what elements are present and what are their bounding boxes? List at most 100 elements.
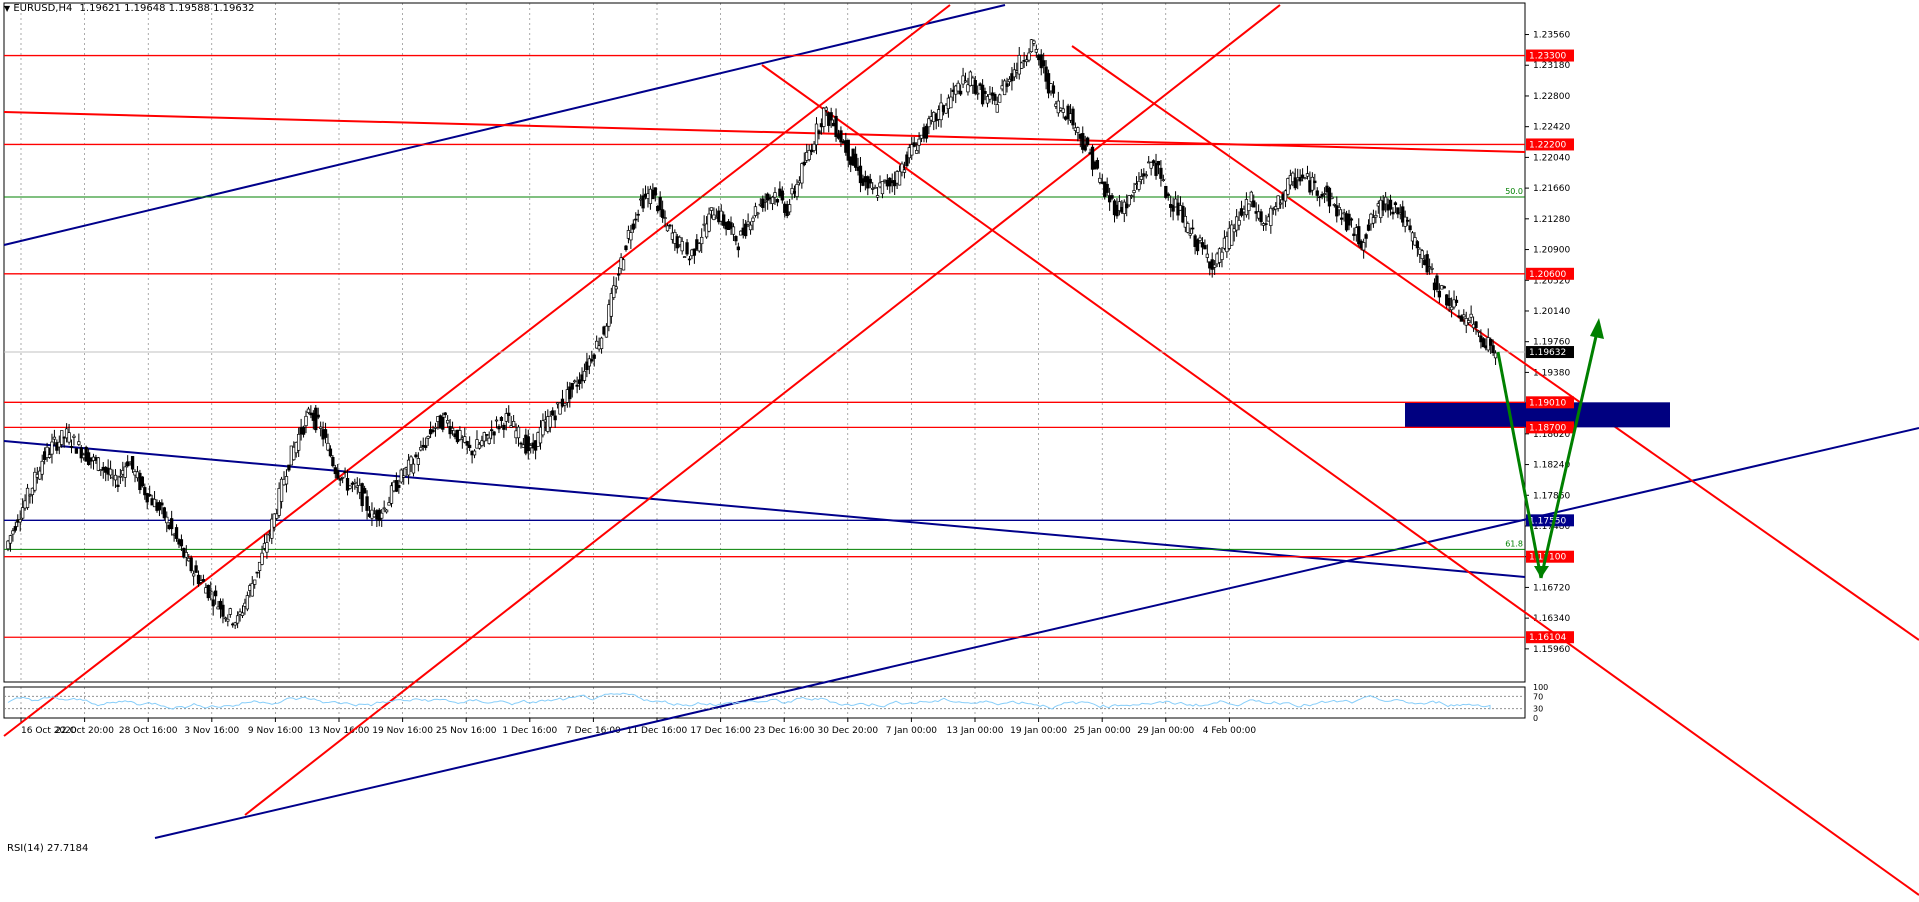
bull-candle bbox=[787, 204, 792, 213]
bull-candle bbox=[595, 340, 599, 349]
bull-candle bbox=[873, 186, 877, 189]
red-trendline-top-falling[interactable] bbox=[3, 111, 1526, 153]
bear-candle bbox=[507, 412, 511, 416]
bull-candle bbox=[1076, 127, 1080, 133]
symbol-name: EURUSD,H4 bbox=[13, 3, 73, 14]
bear-candle bbox=[736, 246, 740, 251]
bull-candle bbox=[67, 432, 71, 443]
bull-candle bbox=[1286, 178, 1290, 195]
bear-candle bbox=[1156, 160, 1161, 166]
bear-candle bbox=[1474, 321, 1478, 328]
bear-candle bbox=[1298, 177, 1302, 182]
red-channel-falling-upper[interactable] bbox=[1071, 45, 1919, 641]
bull-candle bbox=[47, 454, 52, 458]
bear-candle bbox=[431, 429, 435, 433]
bull-candle bbox=[1469, 313, 1473, 318]
bear-candle bbox=[1442, 286, 1446, 289]
bull-candle bbox=[963, 80, 968, 83]
time-axis-label: 25 Nov 16:00 bbox=[436, 726, 497, 736]
bull-candle bbox=[1269, 207, 1273, 226]
bear-candle bbox=[328, 448, 333, 457]
price-level-tag bbox=[1526, 138, 1574, 151]
bear-candle bbox=[734, 236, 738, 242]
bear-candle bbox=[624, 245, 628, 251]
bear-candle bbox=[858, 165, 863, 184]
bull-candle bbox=[384, 509, 389, 513]
bear-candle bbox=[179, 539, 184, 547]
bull-candle bbox=[1427, 266, 1432, 269]
price-axis-label: 1.16340 bbox=[1533, 614, 1570, 624]
bear-candle bbox=[766, 193, 770, 201]
bear-candle bbox=[636, 213, 640, 216]
bear-candle bbox=[846, 139, 850, 161]
bear-candle bbox=[668, 224, 672, 227]
price-level-tag bbox=[1526, 396, 1574, 409]
bear-candle bbox=[336, 470, 340, 479]
bull-candle bbox=[279, 478, 284, 502]
bull-candle bbox=[245, 595, 250, 610]
blue-trendline-mid-falling[interactable] bbox=[3, 440, 1526, 578]
price-level-tag-label: 1.23300 bbox=[1529, 52, 1566, 62]
bull-candle bbox=[72, 435, 76, 438]
bull-candle bbox=[629, 232, 633, 241]
bull-candle bbox=[165, 516, 169, 524]
time-axis-label: 4 Feb 00:00 bbox=[1203, 726, 1257, 736]
bear-candle bbox=[201, 579, 206, 582]
bull-candle bbox=[21, 507, 25, 519]
bear-candle bbox=[692, 248, 697, 256]
bull-candle bbox=[25, 487, 30, 508]
bull-candle bbox=[1237, 219, 1241, 226]
red-channel-rising-upper[interactable] bbox=[3, 4, 951, 737]
bear-candle bbox=[314, 407, 318, 431]
bull-candle bbox=[240, 612, 245, 616]
bear-candle bbox=[924, 125, 929, 139]
bull-candle bbox=[250, 583, 254, 597]
bear-candle bbox=[323, 429, 328, 438]
bull-candle bbox=[1303, 177, 1307, 179]
bull-candle bbox=[482, 432, 486, 442]
bear-candle bbox=[1200, 242, 1205, 248]
price-level-tag-label: 1.20600 bbox=[1529, 270, 1566, 280]
bear-candle bbox=[1005, 83, 1009, 87]
bull-candle bbox=[697, 243, 701, 252]
price-axis-label: 1.22800 bbox=[1533, 92, 1570, 102]
price-axis-label: 1.21660 bbox=[1533, 184, 1570, 194]
blue-trendline-lower-rising[interactable] bbox=[154, 427, 1919, 839]
bull-candle bbox=[731, 226, 736, 235]
bull-candle bbox=[348, 485, 352, 489]
bull-candle bbox=[709, 207, 714, 211]
bear-candle bbox=[1085, 137, 1090, 146]
red-channel-falling-lower[interactable] bbox=[761, 64, 1919, 896]
bear-candle bbox=[69, 445, 74, 448]
bear-candle bbox=[116, 484, 120, 488]
chart-frame bbox=[3, 2, 1526, 683]
red-channel-rising-lower[interactable] bbox=[244, 4, 1281, 816]
bull-candle bbox=[917, 138, 921, 146]
bull-candle bbox=[902, 169, 907, 173]
price-level-tag bbox=[1526, 267, 1574, 280]
bull-candle bbox=[966, 84, 970, 93]
bull-candle bbox=[228, 608, 232, 615]
bull-candle bbox=[1188, 233, 1192, 236]
time-axis-label: 30 Dec 20:00 bbox=[818, 726, 879, 736]
bear-candle bbox=[983, 91, 987, 94]
forecast-arrow-up[interactable] bbox=[1539, 331, 1599, 579]
bull-candle bbox=[487, 437, 491, 444]
dropdown-triangle-icon[interactable]: ▼ bbox=[4, 4, 11, 13]
bull-candle bbox=[548, 415, 552, 428]
bear-candle bbox=[978, 83, 982, 86]
bull-candle bbox=[770, 196, 775, 204]
bear-candle bbox=[1408, 225, 1412, 231]
time-axis-label: 13 Jan 00:00 bbox=[947, 726, 1004, 736]
price-level-tag bbox=[1526, 514, 1574, 527]
bear-candle bbox=[658, 196, 662, 211]
time-axis-label: 22 Oct 20:00 bbox=[55, 726, 114, 736]
forecast-arrow-down[interactable] bbox=[1496, 351, 1543, 579]
bear-candle bbox=[1071, 108, 1075, 126]
bull-candle bbox=[1476, 330, 1481, 333]
bull-candle bbox=[1098, 177, 1102, 183]
bear-candle bbox=[485, 434, 489, 436]
bear-candle bbox=[194, 565, 198, 573]
rsi-line bbox=[7, 692, 1491, 710]
